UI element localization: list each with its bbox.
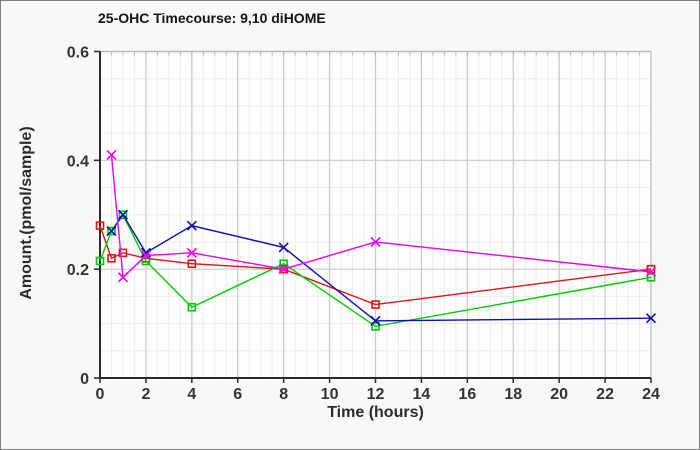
marker-x-blue-x-series: [106, 226, 117, 237]
series-line-red-square-series: [99, 225, 652, 306]
marker-x-magenta-x-series: [645, 266, 657, 277]
x-tick-label: 18: [504, 386, 522, 403]
marker-square-red-square-series: [371, 300, 380, 309]
marker-x-magenta-x-series: [106, 149, 117, 160]
x-tick-label: 22: [596, 386, 614, 403]
marker-square-green-square-series: [279, 259, 288, 269]
marker-square-green-square-series: [118, 210, 128, 220]
x-tick-label: 6: [233, 386, 242, 403]
y-tick-label: 0.6: [67, 45, 89, 62]
marker-square-red-square-series: [107, 253, 116, 263]
marker-x-blue-x-series: [278, 242, 289, 253]
marker-x-blue-x-series: [140, 247, 151, 258]
y-tick-label: 0.4: [67, 153, 89, 170]
marker-x-magenta-x-series: [117, 272, 129, 283]
marker-x-magenta-x-series: [370, 236, 381, 248]
x-tick-label: 20: [550, 386, 568, 403]
x-tick-label: 24: [642, 386, 660, 403]
marker-square-green-square-series: [187, 302, 197, 312]
marker-square-red-square-series: [95, 221, 105, 230]
x-tick-label: 14: [413, 386, 431, 403]
marker-square-red-square-series: [118, 248, 128, 258]
marker-x-magenta-x-series: [278, 264, 289, 275]
marker-x-blue-x-series: [370, 315, 381, 326]
marker-x-magenta-x-series: [140, 250, 151, 261]
x-tick-label: 4: [187, 386, 196, 403]
x-tick-label: 12: [367, 386, 385, 403]
y-tick-label: 0.2: [67, 262, 89, 279]
marker-square-green-square-series: [95, 256, 105, 266]
marker-x-blue-x-series: [186, 220, 197, 231]
marker-x-blue-x-series: [117, 209, 129, 220]
x-tick-label: 10: [321, 386, 339, 403]
marker-square-green-square-series: [107, 226, 116, 236]
x-tick-label: 8: [279, 386, 288, 403]
marker-square-green-square-series: [371, 322, 380, 331]
x-tick-label: 16: [458, 386, 476, 403]
x-tick-label: 2: [141, 386, 150, 403]
marker-square-green-square-series: [141, 256, 151, 266]
x-tick-label: 0: [96, 386, 105, 403]
y-tick-label: 0: [80, 371, 89, 388]
marker-square-green-square-series: [646, 273, 656, 282]
marker-x-blue-x-series: [645, 313, 657, 324]
marker-x-magenta-x-series: [186, 247, 197, 258]
marker-square-red-square-series: [187, 259, 197, 269]
y-axis-title: Amount.(pmol/sample): [18, 126, 35, 300]
x-axis-title: Time (hours): [327, 404, 424, 421]
chart-title: 25-OHC Timecourse: 9,10 diHOME: [98, 10, 326, 26]
